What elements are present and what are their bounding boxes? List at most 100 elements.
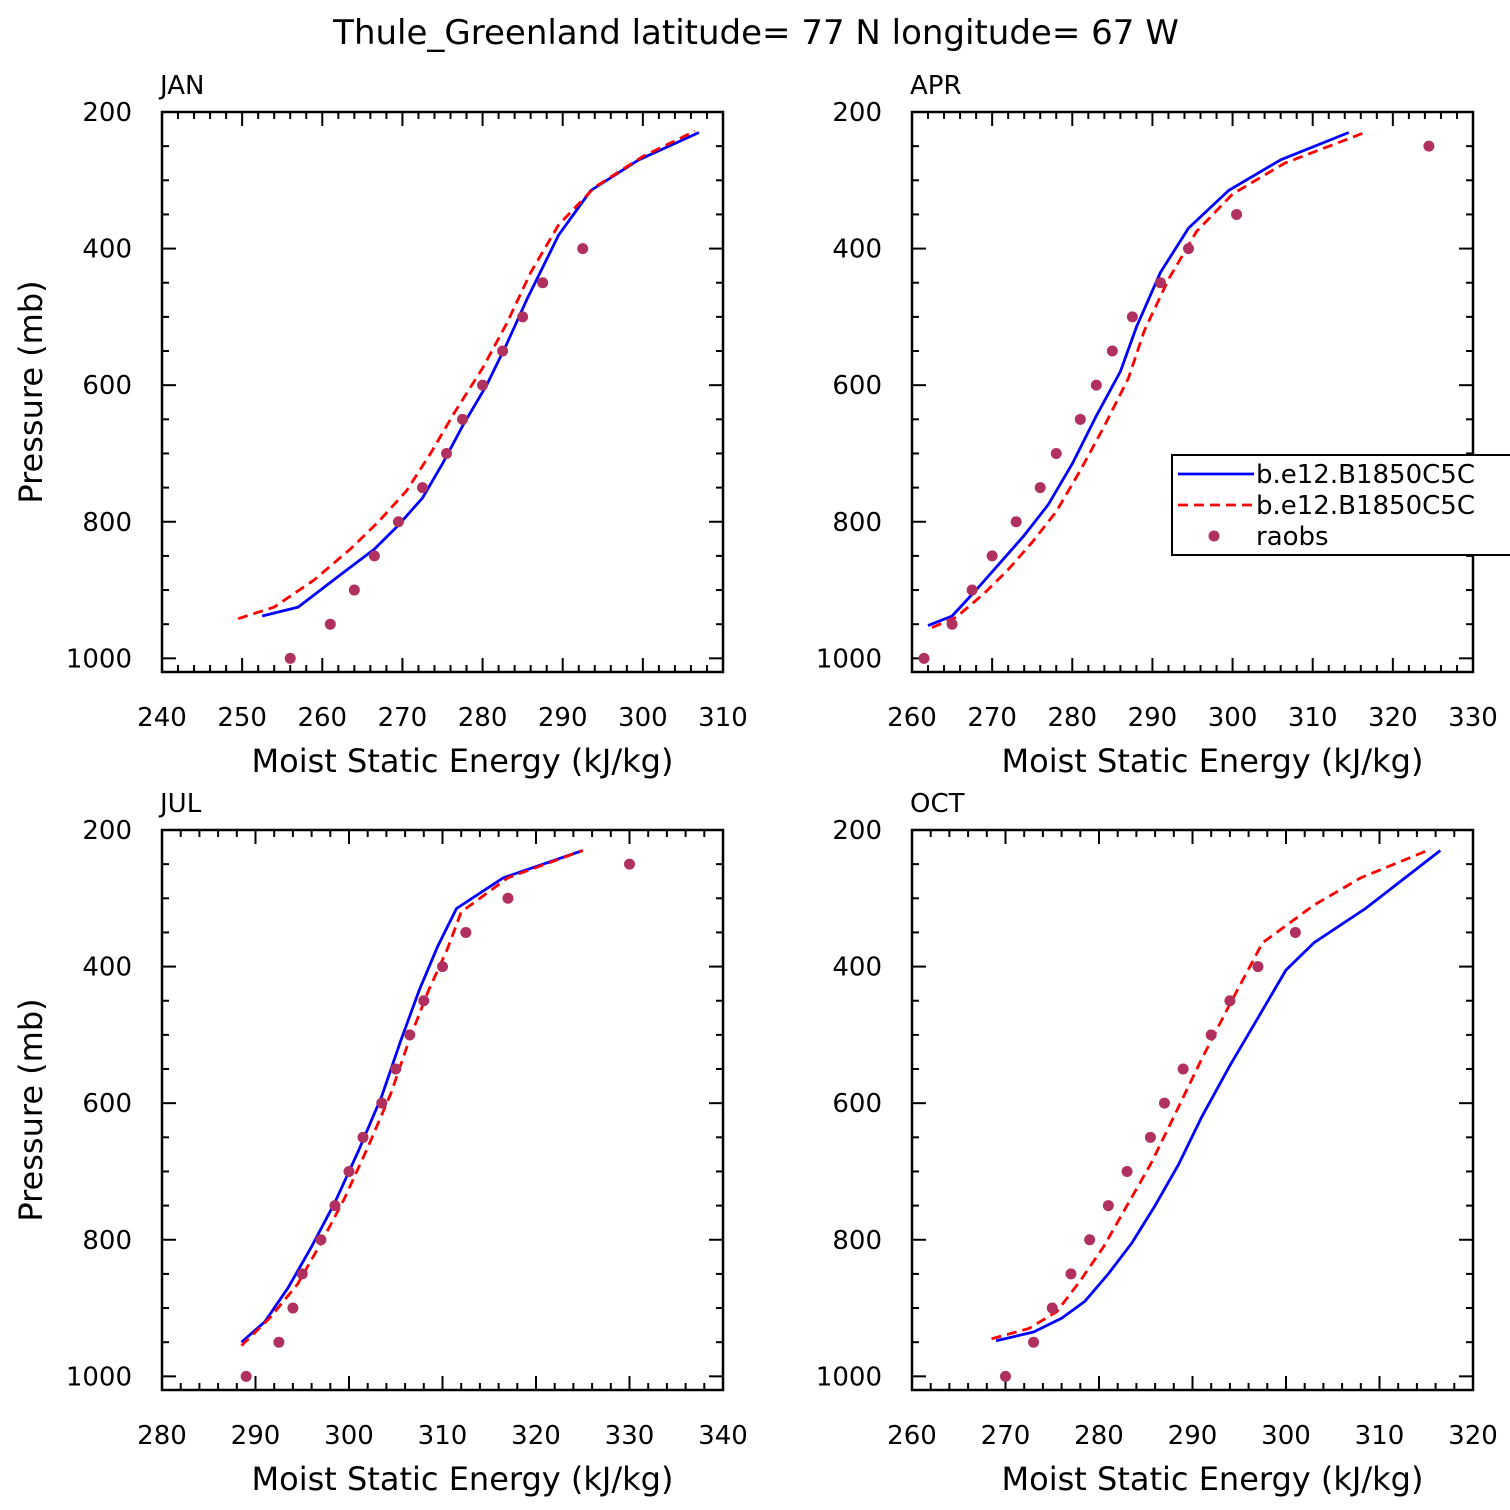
raobs-point — [460, 926, 472, 938]
raobs-point — [437, 961, 448, 973]
raobs-point — [1050, 447, 1062, 459]
x-tick-label: 260 — [887, 1421, 937, 1451]
raobs-point — [502, 892, 514, 904]
x-tick-label: 330 — [1448, 703, 1498, 733]
raobs-point — [1224, 995, 1236, 1007]
x-tick-label: 260 — [297, 703, 347, 733]
raobs-point — [418, 995, 430, 1007]
raobs-point — [404, 1029, 416, 1041]
series-group — [918, 131, 1435, 664]
y-tick-label: 200 — [82, 98, 132, 128]
raobs-point — [1010, 516, 1022, 528]
x-tick-label: 330 — [605, 1421, 655, 1451]
raobs-point — [376, 1097, 388, 1109]
y-axis-label: Pressure (mb) — [12, 280, 50, 503]
raobs-point — [240, 1370, 252, 1382]
x-tick-label: 270 — [967, 703, 1017, 733]
x-tick-label: 290 — [538, 703, 588, 733]
y-tick-label: 800 — [82, 1226, 132, 1256]
raobs-point — [577, 243, 589, 255]
x-tick-label: 240 — [137, 703, 187, 733]
raobs-point — [416, 482, 428, 494]
raobs-point — [343, 1165, 355, 1177]
x-tick-label: 290 — [1128, 703, 1178, 733]
control-line — [240, 849, 584, 1344]
panel-title: JAN — [158, 71, 204, 101]
y-tick-label: 600 — [82, 1089, 132, 1119]
x-tick-label: 320 — [1368, 703, 1418, 733]
x-axis-label: Moist Static Energy (kJ/kg) — [252, 742, 674, 780]
raobs-point — [1028, 1336, 1040, 1348]
raobs-point — [368, 550, 380, 562]
y-axis-label: Pressure (mb) — [12, 998, 50, 1221]
legend-entry-label: raobs — [1256, 522, 1329, 552]
y-tick-label: 200 — [832, 98, 882, 128]
y-tick-label: 400 — [82, 953, 132, 983]
panel-jan: 240 250 260 270 280 290 300 310 200 400 600 800 1000… — [12, 71, 748, 780]
y-tick-label: 800 — [832, 508, 882, 538]
experiment-line — [991, 847, 1432, 1341]
raobs-point — [1289, 926, 1301, 938]
raobs-point — [537, 277, 549, 289]
x-tick-label: 300 — [618, 703, 668, 733]
panel-apr: 260 270 280 290 300 310 320 330 200 400 600 800 1000… — [816, 71, 1498, 780]
raobs-point — [1205, 1029, 1217, 1041]
raobs-point — [441, 447, 453, 459]
raobs-point — [287, 1302, 299, 1314]
raobs-point — [1423, 140, 1435, 152]
x-tick-label: 300 — [1208, 703, 1258, 733]
legend-marker-raobs — [1208, 530, 1220, 542]
raobs-point — [1034, 482, 1046, 494]
raobs-point — [1126, 311, 1138, 323]
y-tick-label: 1000 — [66, 1362, 132, 1392]
plot-frame — [160, 828, 725, 1392]
raobs-point — [392, 516, 404, 528]
y-tick-label: 600 — [832, 1089, 882, 1119]
y-tick-label: 400 — [832, 953, 882, 983]
raobs-point — [1106, 345, 1118, 357]
figure-title: Thule_Greenland latitude= 77 N longitude… — [332, 13, 1179, 53]
x-tick-label: 290 — [231, 1421, 281, 1451]
control-line — [261, 131, 700, 618]
x-tick-label: 340 — [698, 1421, 748, 1451]
x-tick-label: 300 — [324, 1421, 374, 1451]
raobs-point — [624, 858, 635, 870]
raobs-point — [1182, 243, 1194, 255]
series-group — [237, 129, 700, 664]
x-tick-label: 310 — [1355, 1421, 1405, 1451]
raobs-point — [348, 584, 360, 596]
legend-entry-label: b.e12.B1850C5C — [1256, 491, 1475, 521]
raobs-point — [284, 652, 296, 664]
raobs-point — [1144, 1131, 1156, 1143]
raobs-point — [986, 550, 998, 562]
raobs-point — [1084, 1234, 1096, 1246]
x-tick-label: 280 — [1047, 703, 1097, 733]
raobs-point — [946, 618, 958, 630]
raobs-point — [324, 618, 336, 630]
panels: 240 250 260 270 280 290 300 310 200 400 600 800 1000… — [12, 71, 1498, 1498]
raobs-point — [273, 1336, 285, 1348]
y-tick-label: 400 — [832, 235, 882, 265]
raobs-point — [517, 311, 529, 323]
raobs-point — [329, 1200, 341, 1212]
legend-entry-label: b.e12.B1850C5C — [1256, 460, 1475, 490]
raobs-point — [390, 1063, 402, 1075]
raobs-point — [918, 652, 930, 664]
control-line — [995, 849, 1442, 1343]
raobs-point — [1177, 1063, 1189, 1075]
x-tick-label: 320 — [1448, 1421, 1498, 1451]
raobs-point — [1154, 277, 1166, 289]
raobs-point — [1090, 379, 1102, 391]
raobs-point — [1121, 1165, 1133, 1177]
x-tick-label: 250 — [217, 703, 267, 733]
series-group — [240, 849, 635, 1382]
y-tick-label: 800 — [82, 508, 132, 538]
x-tick-label: 280 — [1074, 1421, 1124, 1451]
x-axis-label: Moist Static Energy (kJ/kg) — [1002, 1460, 1424, 1498]
raobs-point — [1231, 208, 1243, 220]
y-tick-label: 200 — [832, 816, 882, 846]
y-tick-label: 400 — [82, 235, 132, 265]
panel-title: OCT — [910, 789, 965, 819]
